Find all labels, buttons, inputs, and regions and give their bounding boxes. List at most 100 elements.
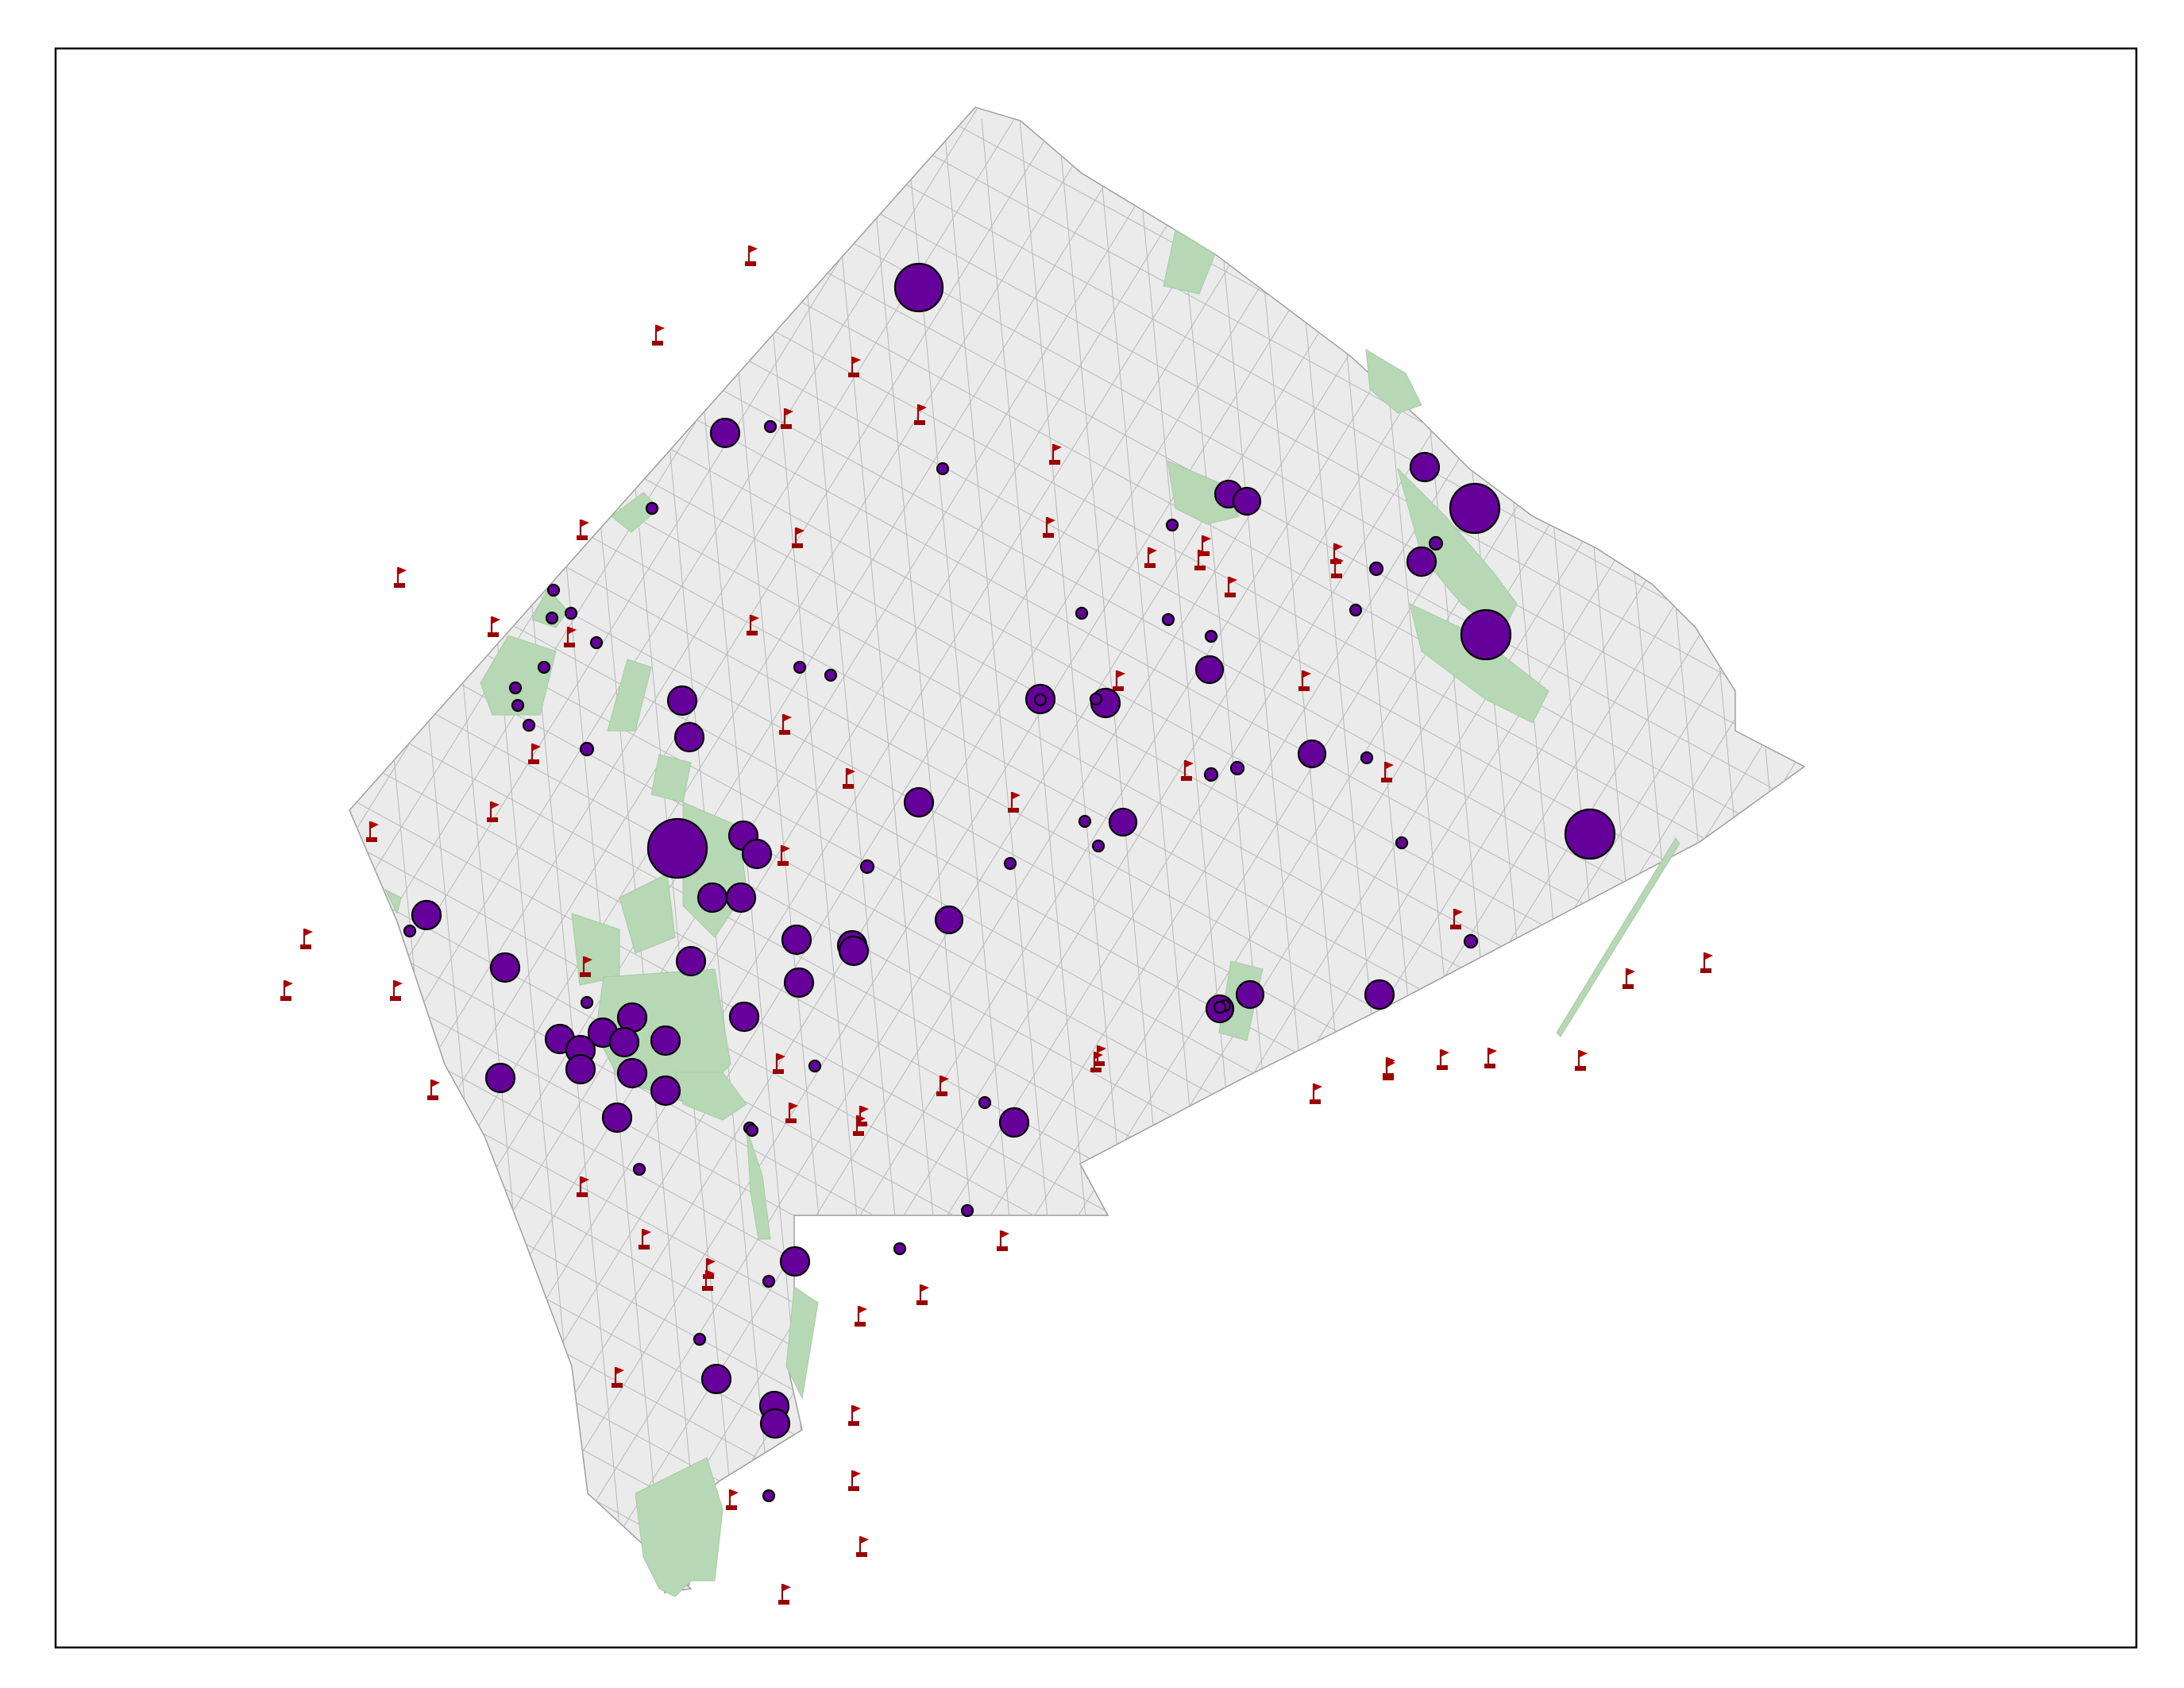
flag-point-marker[interactable] xyxy=(1049,444,1062,465)
proportional-circle-marker[interactable] xyxy=(1406,546,1437,577)
flag-point-marker[interactable] xyxy=(580,956,592,977)
proportional-circle-marker[interactable] xyxy=(511,698,525,713)
proportional-circle-marker[interactable] xyxy=(1033,693,1048,707)
proportional-circle-marker[interactable] xyxy=(632,1162,646,1176)
proportional-circle-marker[interactable] xyxy=(564,606,578,620)
flag-point-marker[interactable] xyxy=(1331,558,1344,578)
proportional-circle-marker[interactable] xyxy=(1089,692,1103,706)
flag-point-marker[interactable] xyxy=(848,1470,861,1491)
proportional-circle-marker[interactable] xyxy=(1165,518,1179,532)
flag-point-marker[interactable] xyxy=(577,520,589,540)
flag-point-marker[interactable] xyxy=(1090,1052,1103,1072)
proportional-circle-marker[interactable] xyxy=(725,882,757,914)
proportional-circle-marker[interactable] xyxy=(781,924,812,956)
flag-point-marker[interactable] xyxy=(747,615,759,635)
proportional-circle-marker[interactable] xyxy=(616,1057,648,1089)
proportional-circle-marker[interactable] xyxy=(673,721,705,753)
flag-point-marker[interactable] xyxy=(280,980,293,1001)
proportional-circle-marker[interactable] xyxy=(903,786,935,818)
flag-point-marker[interactable] xyxy=(1575,1050,1588,1071)
proportional-circle-marker[interactable] xyxy=(675,945,707,977)
flag-point-marker[interactable] xyxy=(745,245,758,266)
proportional-circle-marker[interactable] xyxy=(728,1001,760,1033)
proportional-circle-marker[interactable] xyxy=(1204,629,1218,643)
proportional-circle-marker[interactable] xyxy=(824,668,838,682)
flag-point-marker[interactable] xyxy=(1181,760,1194,781)
proportional-circle-marker[interactable] xyxy=(1229,760,1245,776)
flag-point-marker[interactable] xyxy=(1144,547,1157,568)
flag-point-marker[interactable] xyxy=(1113,670,1125,691)
flag-point-marker[interactable] xyxy=(300,929,313,949)
flag-point-marker[interactable] xyxy=(488,616,500,637)
flag-point-marker[interactable] xyxy=(856,1536,869,1557)
proportional-circle-marker[interactable] xyxy=(1091,839,1106,853)
proportional-circle-marker[interactable] xyxy=(1297,739,1327,769)
proportional-circle-marker[interactable] xyxy=(646,817,708,879)
flag-point-marker[interactable] xyxy=(843,768,855,789)
proportional-circle-marker[interactable] xyxy=(565,1053,596,1085)
flag-point-marker[interactable] xyxy=(848,357,861,377)
proportional-circle-marker[interactable] xyxy=(1213,1000,1227,1014)
proportional-circle-marker[interactable] xyxy=(580,995,594,1010)
flag-point-marker[interactable] xyxy=(1623,968,1635,989)
park-area[interactable] xyxy=(1163,230,1216,295)
proportional-circle-marker[interactable] xyxy=(1108,807,1138,837)
flag-point-marker[interactable] xyxy=(564,627,577,647)
proportional-circle-marker[interactable] xyxy=(1349,603,1363,617)
proportional-circle-marker[interactable] xyxy=(1564,808,1616,860)
flag-point-marker[interactable] xyxy=(1310,1083,1322,1104)
flag-point-marker[interactable] xyxy=(1700,952,1713,973)
proportional-circle-marker[interactable] xyxy=(893,1242,907,1256)
proportional-circle-marker[interactable] xyxy=(1360,751,1374,765)
proportional-circle-marker[interactable] xyxy=(808,1059,822,1073)
flag-point-marker[interactable] xyxy=(916,1284,929,1305)
proportional-circle-marker[interactable] xyxy=(1003,856,1017,871)
proportional-circle-marker[interactable] xyxy=(1075,606,1089,620)
proportional-circle-marker[interactable] xyxy=(696,882,728,914)
proportional-circle-marker[interactable] xyxy=(546,583,561,597)
park-area[interactable] xyxy=(674,1072,747,1121)
flag-point-marker[interactable] xyxy=(1383,1060,1395,1080)
proportional-circle-marker[interactable] xyxy=(859,859,875,875)
park-area[interactable] xyxy=(1167,460,1240,525)
proportional-circle-marker[interactable] xyxy=(545,611,559,625)
flag-point-marker[interactable] xyxy=(773,1053,785,1074)
proportional-circle-marker[interactable] xyxy=(1409,451,1441,483)
proportional-circle-marker[interactable] xyxy=(960,1203,974,1218)
flag-point-marker[interactable] xyxy=(1484,1048,1497,1068)
proportional-circle-marker[interactable] xyxy=(1395,836,1409,850)
flag-point-marker[interactable] xyxy=(778,1584,791,1605)
proportional-circle-marker[interactable] xyxy=(1463,933,1479,949)
flag-point-marker[interactable] xyxy=(1381,762,1394,782)
flag-point-marker[interactable] xyxy=(848,1405,861,1426)
proportional-circle-marker[interactable] xyxy=(411,899,442,931)
proportional-circle-marker[interactable] xyxy=(741,838,773,870)
proportional-circle-marker[interactable] xyxy=(793,660,807,674)
flag-point-marker[interactable] xyxy=(855,1306,867,1327)
proportional-circle-marker[interactable] xyxy=(1460,608,1512,661)
flag-point-marker[interactable] xyxy=(726,1489,739,1510)
flag-point-marker[interactable] xyxy=(914,404,927,425)
proportional-circle-marker[interactable] xyxy=(537,660,551,674)
park-area[interactable] xyxy=(480,635,557,716)
flag-point-marker[interactable] xyxy=(779,714,792,735)
proportional-circle-marker[interactable] xyxy=(762,1489,776,1503)
proportional-circle-marker[interactable] xyxy=(693,1332,707,1346)
park-area[interactable] xyxy=(1365,349,1422,414)
flag-point-marker[interactable] xyxy=(1225,577,1237,597)
flag-point-marker[interactable] xyxy=(792,527,805,548)
proportional-circle-marker[interactable] xyxy=(508,681,523,695)
proportional-circle-marker[interactable] xyxy=(489,952,521,983)
flag-point-marker[interactable] xyxy=(394,567,407,588)
proportional-circle-marker[interactable] xyxy=(998,1107,1030,1138)
park-area[interactable] xyxy=(746,1127,771,1240)
flag-point-marker[interactable] xyxy=(1450,909,1463,929)
flag-point-marker[interactable] xyxy=(853,1115,866,1136)
flag-point-marker[interactable] xyxy=(1298,670,1311,691)
flag-point-marker[interactable] xyxy=(639,1229,651,1250)
district-boundary[interactable] xyxy=(349,106,1806,1593)
proportional-circle-marker[interactable] xyxy=(745,1123,759,1138)
proportional-circle-marker[interactable] xyxy=(645,501,659,516)
proportional-circle-marker[interactable] xyxy=(936,462,950,476)
